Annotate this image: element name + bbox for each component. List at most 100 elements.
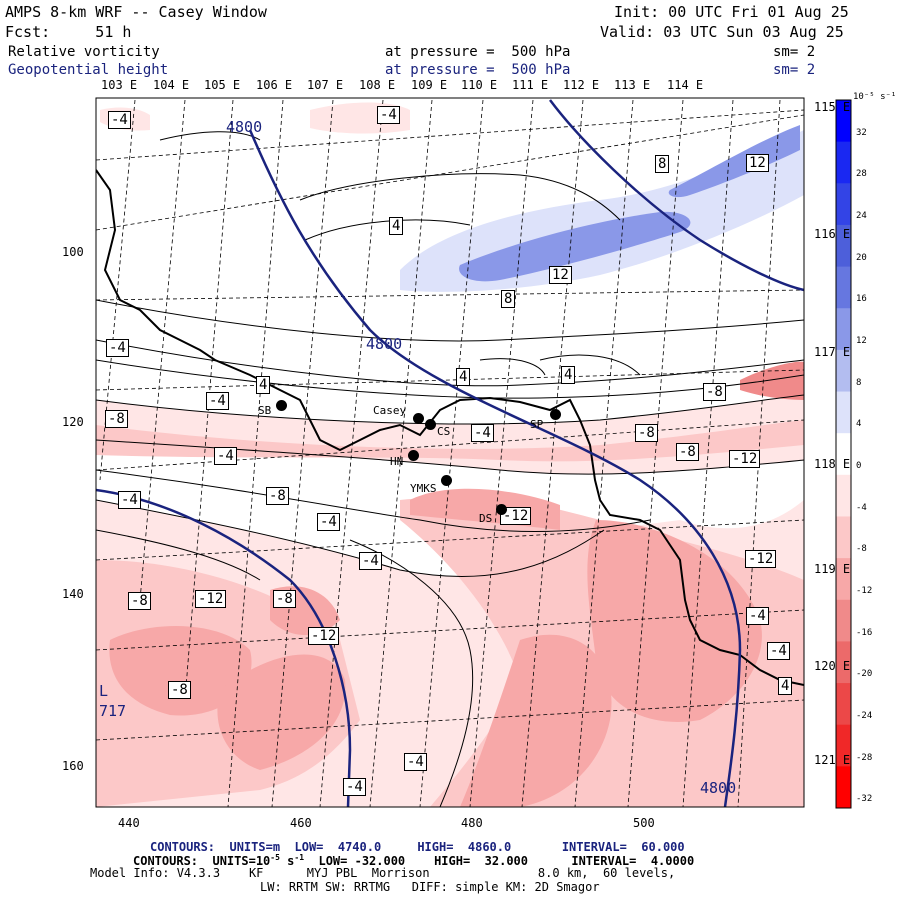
colorbar-swatch	[836, 433, 851, 476]
y-tick-label: 100	[62, 245, 84, 259]
field1-name: Relative vorticity	[8, 44, 160, 60]
field1-smoothing: sm= 2	[773, 44, 816, 60]
contour-label: -4	[471, 424, 494, 442]
top-lon-label: 109 E	[411, 78, 448, 92]
height-contours	[96, 99, 804, 807]
contour-label: 4	[561, 366, 576, 384]
y-tick-label: 140	[62, 587, 84, 601]
top-lon-label: 106 E	[256, 78, 293, 92]
right-lon-label: 116 E	[814, 227, 851, 241]
colorbar-swatch	[836, 516, 851, 559]
colorbar-label: -8	[856, 544, 867, 555]
graticule	[96, 99, 804, 807]
contour-label: -8	[676, 443, 699, 461]
contour-label: 12	[549, 266, 572, 284]
contour-label: 4	[256, 376, 271, 394]
station-label: Casey	[373, 404, 407, 417]
colorbar-swatch	[836, 224, 851, 268]
contour-label: 4800	[700, 779, 737, 797]
coastline	[96, 169, 804, 686]
contour-label: -4	[106, 339, 129, 357]
contour-label: -4	[118, 491, 141, 509]
low-pressure-marker: L	[99, 682, 109, 700]
station-dot	[408, 450, 419, 461]
top-lon-label: 113 E	[614, 78, 651, 92]
colorbar-swatch	[836, 599, 851, 642]
colorbar-swatch	[836, 349, 851, 393]
top-lon-label: 107 E	[307, 78, 344, 92]
contour-label: -12	[745, 550, 777, 568]
contour-label: -12	[500, 507, 532, 525]
right-lon-label: 120 E	[814, 659, 851, 673]
contour-label: 4800	[366, 335, 403, 353]
station-label: SB	[258, 404, 272, 417]
colorbar-swatch	[836, 474, 851, 517]
contour-label: -8	[635, 424, 658, 442]
station-label: SP	[530, 418, 544, 431]
station-label: YMKS	[410, 482, 437, 495]
contour-label: -4	[108, 111, 131, 129]
station-dot	[496, 504, 507, 515]
colorbar-label: -12	[856, 585, 873, 596]
contour-label: 4	[389, 217, 404, 235]
colorbar-label: -20	[856, 669, 873, 680]
top-lon-label: 108 E	[359, 78, 396, 92]
colorbar-label: 28	[856, 169, 867, 180]
colorbar-unit: 10⁻⁵ s⁻¹	[853, 92, 897, 102]
y-tick-label: 160	[62, 759, 84, 773]
colorbar-label: 8	[856, 377, 862, 388]
x-tick-label: 500	[633, 816, 655, 830]
contour-label: -8	[273, 590, 296, 608]
colorbar-swatch	[836, 141, 851, 184]
colorbar-swatch	[836, 558, 851, 601]
contour-label: -4	[317, 513, 340, 531]
top-lon-label: 114 E	[667, 78, 704, 92]
top-lon-label: 111 E	[512, 78, 549, 92]
colorbar-swatch	[836, 183, 851, 226]
map-title: AMPS 8-km WRF -- Casey Window	[5, 3, 267, 21]
station-label: DS	[479, 512, 493, 525]
colorbar-label: 20	[856, 252, 867, 263]
contour-label: -4	[206, 392, 229, 410]
colorbar-swatch	[836, 308, 851, 351]
x-tick-label: 440	[118, 816, 140, 830]
colorbar-swatch	[836, 641, 851, 684]
colorbar-label: -16	[856, 627, 873, 638]
contour-label: 4	[456, 368, 471, 386]
top-lon-label: 103 E	[101, 78, 138, 92]
colorbar-label: 32	[856, 127, 867, 138]
colorbar	[835, 99, 852, 809]
plot-frame	[95, 97, 805, 808]
colorbar-swatch	[836, 724, 851, 767]
right-lon-label: 117 E	[814, 345, 851, 359]
colorbar-swatch	[836, 391, 851, 434]
footer-physics-info: LW: RRTM SW: RRTMG DIFF: simple KM: 2D S…	[260, 880, 600, 894]
contour-label: -4	[214, 447, 237, 465]
right-lon-label: 118 E	[814, 457, 851, 471]
colorbar-swatch	[836, 683, 851, 726]
colorbar-label: 16	[856, 294, 867, 305]
contour-label: -4	[404, 753, 427, 771]
valid-time: Valid: 03 UTC Sun 03 Aug 25	[600, 23, 844, 41]
colorbar-label: 0	[856, 461, 862, 471]
top-lon-label: 105 E	[204, 78, 241, 92]
colorbar-label: -28	[856, 752, 873, 763]
station-dot	[441, 475, 452, 486]
colorbar-label: -24	[856, 710, 873, 721]
forecast-hour: Fcst: 51 h	[5, 23, 132, 41]
contour-label: 4800	[226, 118, 263, 136]
contour-label: -12	[308, 627, 340, 645]
footer-height-info: CONTOURS: UNITS=m LOW= 4740.0 HIGH= 4860…	[150, 840, 685, 854]
x-tick-label: 460	[290, 816, 312, 830]
colorbar-swatch	[836, 766, 851, 809]
footer-model-info: Model Info: V4.3.3 KF MYJ PBL Morrison 8…	[90, 866, 676, 880]
field2-smoothing: sm= 2	[773, 62, 816, 78]
field2-name: Geopotential height	[8, 62, 169, 78]
contour-label: -8	[105, 410, 128, 428]
colorbar-frame	[835, 99, 852, 809]
contour-label: 4	[778, 677, 793, 695]
right-lon-label: 115 E	[814, 100, 851, 114]
station-label: CS	[437, 425, 451, 438]
field1-level: at pressure = 500 hPa	[385, 44, 571, 60]
